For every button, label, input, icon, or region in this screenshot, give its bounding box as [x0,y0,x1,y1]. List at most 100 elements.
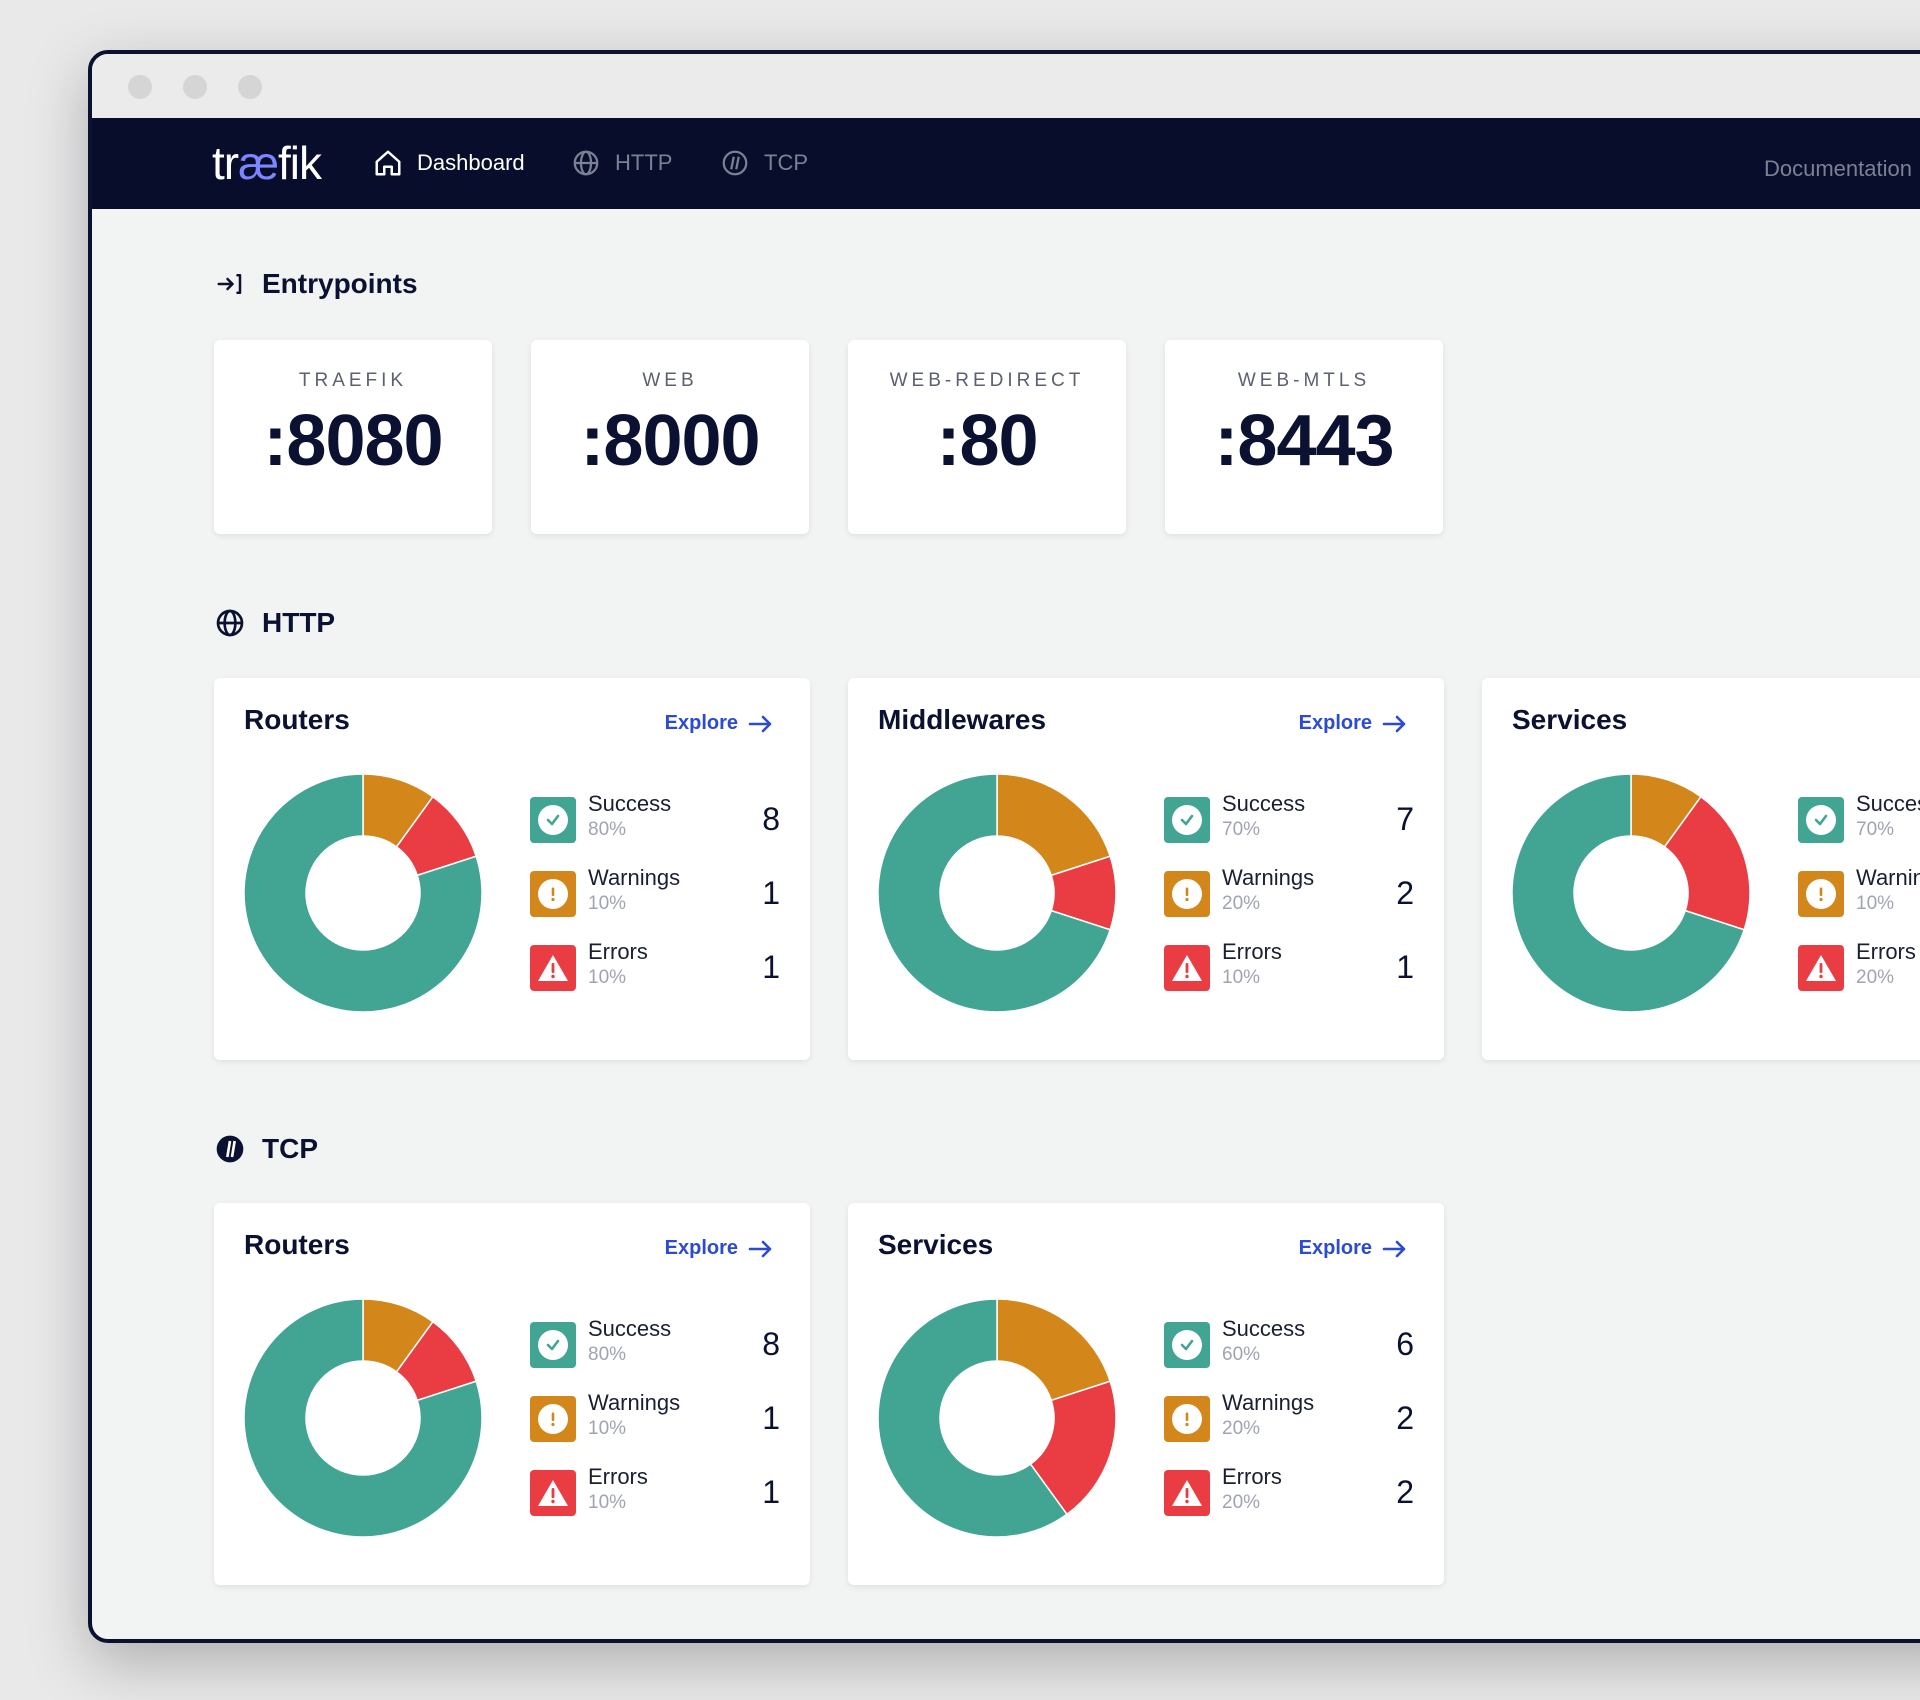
legend-label: Errors [588,939,648,964]
check-icon [530,1322,576,1368]
nav-http-label: HTTP [615,150,673,175]
card-title: Routers [244,1229,350,1260]
legend-percent: 10% [588,967,627,988]
legend-row-success: Success 60% 6 [1164,1316,1414,1372]
status-donut-chart [244,774,482,1012]
warning-exclamation-icon [530,871,576,917]
entrypoint-name: TRAEFIK [298,370,408,391]
window-chrome [92,54,1920,118]
warning-exclamation-icon [1164,1396,1210,1442]
entrypoint-name: WEB-MTLS [1237,370,1371,391]
check-icon [1798,797,1844,843]
entrypoint-port: :8000 [580,401,760,481]
entrypoint-card[interactable]: WEB :8000 [531,340,809,534]
legend-percent: 10% [588,1492,627,1513]
legend-count: 2 [1396,1400,1414,1436]
donut-slice-success [244,774,482,1012]
logo-text-end: fik [278,137,322,189]
donut-slice-error [1029,1380,1116,1516]
error-triangle-icon [1164,1470,1210,1516]
arrow-right-icon [748,1240,772,1257]
legend-label: Success [1222,1316,1306,1341]
warning-exclamation-icon [1164,871,1210,917]
legend-label: Errors [1222,939,1282,964]
card-title: Services [1512,704,1628,735]
legend-label: Success [588,1316,672,1341]
legend-label: Errors [1222,1464,1282,1489]
warning-exclamation-icon [1798,871,1844,917]
explore-link[interactable]: Explore [665,712,774,735]
explore-link[interactable]: Explore [1299,712,1408,735]
explore-label: Explore [1298,1237,1372,1259]
legend-count: 1 [762,875,780,911]
section-tcp: TCP [212,1131,318,1167]
legend-label: Success [588,791,672,816]
arrow-right-icon [748,715,772,732]
window-minimize-dot[interactable] [183,75,207,99]
top-navbar: træfik Dashboard HTTP TCP Documentation [92,118,1920,209]
check-icon [530,797,576,843]
home-icon [375,150,401,176]
legend-percent: 20% [1222,893,1261,914]
browser-window: træfik Dashboard HTTP TCP Documentation … [88,50,1920,1643]
legend-label: Warnings [588,1390,681,1415]
donut-slice-warning [996,1299,1112,1402]
explore-link[interactable]: Explore [665,1237,774,1260]
donut-slice-warning [996,774,1112,877]
entrypoint-name: WEB-REDIRECT [889,370,1085,391]
explore-label: Explore [664,712,738,734]
entrypoint-port: :8443 [1214,401,1394,481]
arrow-right-icon [1382,715,1406,732]
traefik-logo[interactable]: træfik [212,136,322,190]
legend-label: Warnings [1856,865,1920,890]
legend-percent: 10% [1856,893,1895,914]
explore-link[interactable]: Explore [1299,1237,1408,1260]
window-close-dot[interactable] [128,75,152,99]
legend-row-error: Errors 20% 2 [1164,1464,1414,1520]
card-title: Routers [244,704,350,735]
logo-text-ae: æ [238,137,279,189]
nav-tcp-label: TCP [764,150,808,175]
warning-exclamation-icon [530,1396,576,1442]
nav-http[interactable]: HTTP [571,148,672,178]
nav-tcp[interactable]: TCP [720,148,808,178]
entry-arrow-icon [212,266,248,302]
section-tcp-title: TCP [262,1133,318,1164]
explore-label: Explore [1298,712,1372,734]
legend-label: Errors [1856,939,1916,964]
entrypoint-card[interactable]: WEB-MTLS :8443 [1165,340,1443,534]
stat-card-tcp-services: Services Explore Success 60% 6 Warnings 20% 2 Er… [848,1203,1444,1585]
tcp-icon [722,150,748,176]
entrypoint-port: :80 [936,401,1038,481]
nav-dashboard-label: Dashboard [417,150,525,175]
legend-percent: 60% [1222,1344,1261,1365]
entrypoint-card[interactable]: WEB-REDIRECT :80 [848,340,1126,534]
status-donut-chart [1512,774,1750,1012]
error-triangle-icon [1164,945,1210,991]
section-http: HTTP [212,605,335,641]
section-http-title: HTTP [262,607,336,638]
legend-count: 7 [1396,801,1414,837]
error-triangle-icon [530,1470,576,1516]
legend-percent: 10% [588,1418,627,1439]
entrypoint-port: :8080 [263,401,443,481]
legend-percent: 80% [588,1344,627,1365]
legend-count: 6 [1396,1326,1414,1362]
nav-documentation[interactable]: Documentation [1764,156,1912,181]
entrypoint-card[interactable]: TRAEFIK :8080 [214,340,492,534]
stat-card-http-routers: Routers Explore Success 80% 8 Warnings 10% 1 Err… [214,678,810,1060]
legend-percent: 80% [588,819,627,840]
check-icon [1164,1322,1210,1368]
window-maximize-dot[interactable] [238,75,262,99]
stat-card-http-services: ServicesSuccess70%7Warnings10%1Errors20%… [1482,678,1920,1060]
section-entrypoints-title: Entrypoints [262,268,418,299]
legend-label: Success [1856,791,1920,816]
donut-slice-error [1663,795,1750,931]
nav-dashboard[interactable]: Dashboard [373,148,525,178]
legend-count: 8 [762,1326,780,1362]
